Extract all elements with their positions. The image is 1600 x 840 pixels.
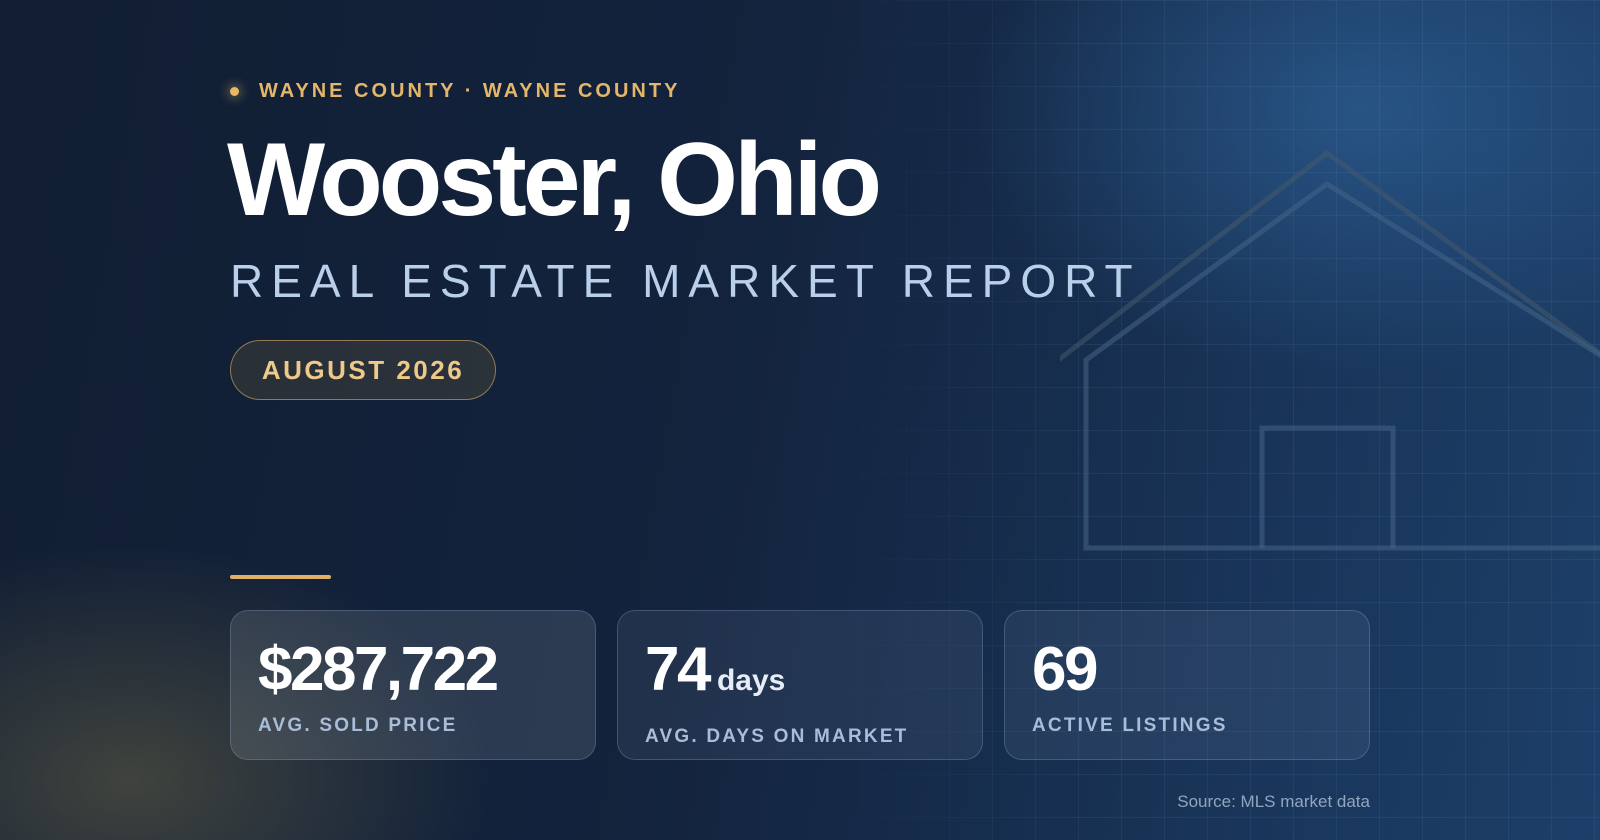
stat-label: AVG. SOLD PRICE (258, 715, 458, 736)
page-title: Wooster, Ohio (227, 122, 882, 238)
stat-label: AVG. DAYS ON MARKET (645, 726, 909, 747)
date-text: AUGUST 2026 (261, 354, 465, 385)
report-card: WAYNE COUNTY · WAYNE COUNTY Wooster, Ohi… (227, 0, 1370, 840)
stat-number: 69 (1032, 635, 1098, 704)
accent-divider (230, 575, 331, 579)
source-note: Source: MLS market data (1177, 792, 1370, 811)
stat-unit: days (716, 664, 786, 697)
stat-value: 69 (1032, 635, 1342, 705)
stat-number: $287,722 (258, 635, 499, 704)
eyebrow-text: WAYNE COUNTY · WAYNE COUNTY (259, 80, 681, 102)
dot-icon (230, 87, 239, 96)
stat-value: $287,722 (258, 635, 568, 705)
background-grid (820, 0, 1600, 840)
stat-label: ACTIVE LISTINGS (1032, 715, 1228, 736)
report-subtitle: REAL ESTATE MARKET REPORT (230, 255, 1141, 307)
stat-number: 74 (645, 635, 711, 704)
date-badge: AUGUST 2026 (230, 340, 496, 400)
stat-card-days-on-market: 74 days AVG. DAYS ON MARKET (617, 610, 983, 760)
stat-card-active-listings: 69 ACTIVE LISTINGS (1004, 610, 1370, 760)
stat-value: 74 days (645, 635, 955, 716)
location-eyebrow: WAYNE COUNTY · WAYNE COUNTY (230, 80, 680, 103)
stat-card-avg-sold-price: $287,722 AVG. SOLD PRICE (230, 610, 596, 760)
house-outline-icon (1060, 150, 1600, 551)
